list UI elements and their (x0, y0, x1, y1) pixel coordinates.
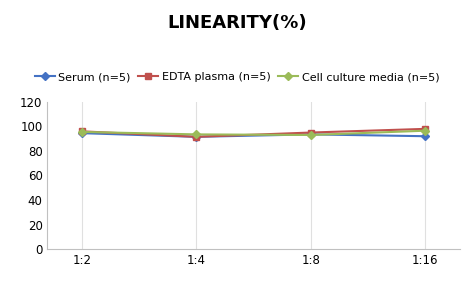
Text: LINEARITY(%): LINEARITY(%) (167, 14, 307, 32)
Line: Cell culture media (n=5): Cell culture media (n=5) (79, 128, 428, 138)
EDTA plasma (n=5) (193, 135, 199, 139)
Cell culture media (n=5) (308, 133, 314, 137)
Serum (n=5) (79, 131, 84, 135)
Cell culture media (n=5) (193, 133, 199, 136)
EDTA plasma (n=5) (79, 130, 84, 133)
Line: Serum (n=5): Serum (n=5) (79, 130, 428, 140)
Line: EDTA plasma (n=5): EDTA plasma (n=5) (79, 126, 428, 140)
Cell culture media (n=5) (79, 130, 84, 134)
Legend: Serum (n=5), EDTA plasma (n=5), Cell culture media (n=5): Serum (n=5), EDTA plasma (n=5), Cell cul… (30, 68, 444, 87)
Serum (n=5) (422, 134, 428, 138)
Serum (n=5) (193, 135, 199, 139)
EDTA plasma (n=5) (308, 131, 314, 134)
Cell culture media (n=5) (422, 129, 428, 132)
EDTA plasma (n=5) (422, 127, 428, 130)
Serum (n=5) (308, 133, 314, 136)
